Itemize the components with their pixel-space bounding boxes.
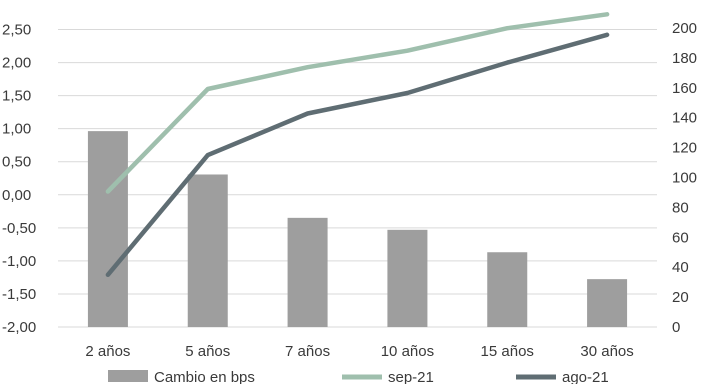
x-tick-label: 7 años: [285, 343, 330, 360]
x-tick-label: 2 años: [85, 343, 130, 360]
bar: [587, 279, 628, 327]
left-tick-label: -1,00: [2, 253, 36, 270]
right-tick-label: 120: [672, 140, 697, 157]
series-line-ago-21: [105, 32, 610, 278]
bar: [287, 217, 328, 327]
right-axis: 0 20 40 60 80 100 120 140 160 180 200: [672, 20, 697, 336]
left-tick-label: 2,00: [2, 55, 31, 72]
left-tick-label: 0,00: [2, 187, 31, 204]
left-tick-label: -2,00: [2, 319, 36, 336]
bar: [387, 229, 428, 327]
right-tick-label: 80: [672, 199, 689, 216]
right-tick-label: 0: [672, 319, 680, 336]
right-tick-label: 180: [672, 50, 697, 67]
left-tick-label: 2,50: [2, 22, 31, 39]
left-tick-label: -0,50: [2, 220, 36, 237]
legend-label: sep-21: [388, 369, 434, 384]
gridlines: [58, 29, 657, 328]
x-axis: 2 años 5 años 7 años 10 años 15 años 30 años: [85, 343, 633, 360]
bar-series: [87, 131, 628, 327]
legend-swatch: [108, 370, 148, 382]
bar: [187, 174, 228, 327]
left-tick-label: -1,50: [2, 286, 36, 303]
bar: [487, 252, 528, 327]
right-tick-label: 100: [672, 169, 697, 186]
right-tick-label: 40: [672, 259, 689, 276]
x-tick-label: 30 años: [580, 343, 633, 360]
series-line-sep-21: [105, 12, 610, 194]
left-tick-label: 1,50: [2, 88, 31, 105]
legend-label: Cambio en bps: [154, 369, 255, 384]
left-tick-label: 1,00: [2, 121, 31, 138]
legend: Cambio en bps sep-21 ago-21: [108, 369, 609, 384]
x-tick-label: 10 años: [381, 343, 434, 360]
right-tick-label: 160: [672, 80, 697, 97]
right-tick-label: 200: [672, 20, 697, 37]
left-axis: -2,00 -1,50 -1,00 -0,50 0,00 0,50 1,00 1,50 2,00…: [2, 22, 36, 336]
right-tick-label: 20: [672, 289, 689, 306]
left-tick-label: 0,50: [2, 154, 31, 171]
right-tick-label: 60: [672, 229, 689, 246]
line-series: [105, 12, 610, 278]
legend-label: ago-21: [562, 369, 609, 384]
x-tick-label: 5 años: [185, 343, 230, 360]
x-tick-label: 15 años: [481, 343, 534, 360]
bar: [87, 131, 128, 327]
right-tick-label: 140: [672, 110, 697, 127]
